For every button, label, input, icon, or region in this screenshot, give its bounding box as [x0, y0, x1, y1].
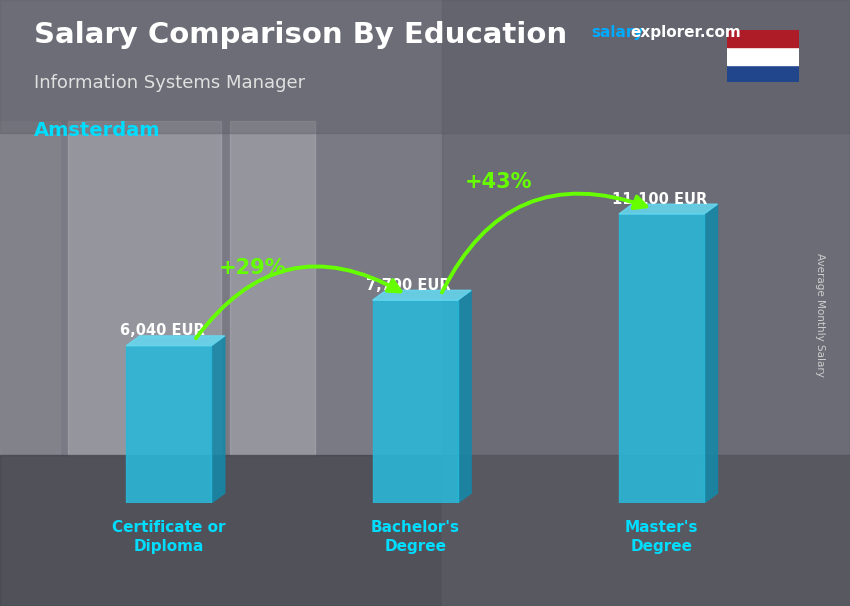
- Bar: [442, 0, 850, 606]
- Text: 11,100 EUR: 11,100 EUR: [612, 191, 707, 207]
- Text: 6,040 EUR: 6,040 EUR: [120, 324, 204, 338]
- Bar: [0, 121, 60, 454]
- Bar: [727, 65, 799, 82]
- Text: explorer.com: explorer.com: [631, 25, 741, 41]
- Bar: [727, 47, 799, 65]
- Polygon shape: [704, 204, 717, 503]
- Polygon shape: [212, 336, 224, 503]
- Bar: [619, 214, 704, 503]
- Text: 7,790 EUR: 7,790 EUR: [366, 278, 450, 293]
- Text: +29%: +29%: [218, 258, 286, 278]
- Text: Information Systems Manager: Information Systems Manager: [34, 74, 305, 92]
- Polygon shape: [619, 204, 717, 214]
- Bar: [0, 0, 850, 133]
- Text: Amsterdam: Amsterdam: [34, 121, 161, 140]
- Text: Average Monthly Salary: Average Monthly Salary: [815, 253, 825, 377]
- Bar: [372, 300, 457, 503]
- Text: +43%: +43%: [465, 172, 532, 192]
- Bar: [0, 454, 850, 606]
- Polygon shape: [372, 290, 471, 300]
- Text: Salary Comparison By Education: Salary Comparison By Education: [34, 21, 567, 49]
- Text: salary: salary: [591, 25, 643, 41]
- Polygon shape: [127, 336, 224, 346]
- Bar: [127, 346, 212, 503]
- Bar: [727, 30, 799, 47]
- Bar: [68, 121, 221, 454]
- Bar: [230, 121, 314, 454]
- Polygon shape: [457, 290, 471, 503]
